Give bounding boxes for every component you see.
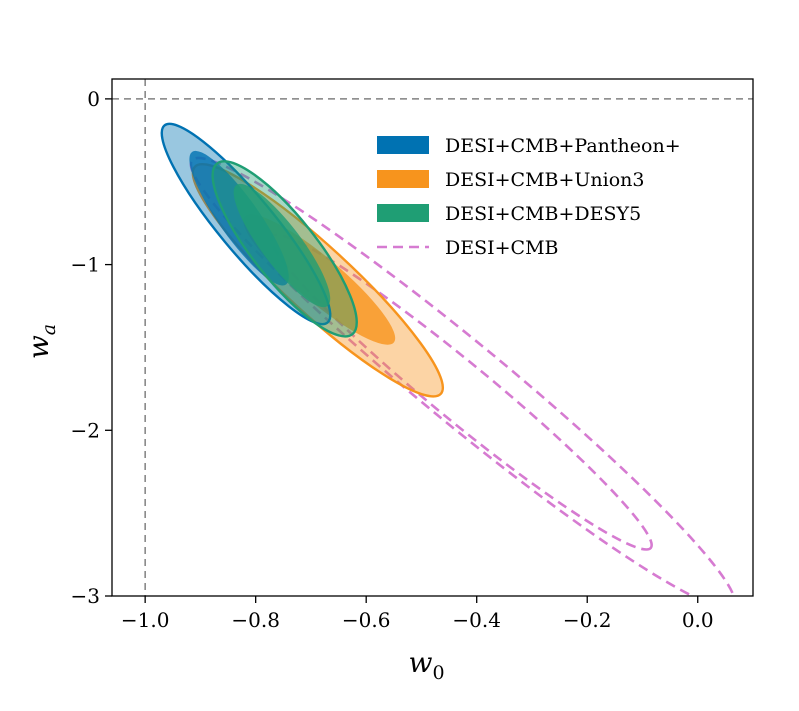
legend-entry: DESI+CMB: [377, 237, 559, 259]
plot-frame: [111, 78, 754, 597]
contour-95-desi-cmb: [189, 156, 737, 596]
legend-label: DESI+CMB+DESY5: [445, 203, 641, 225]
x-tick-label: 0.0: [682, 608, 714, 632]
y-tick-label: −3: [71, 584, 100, 608]
x-tick-label: −0.6: [342, 608, 391, 632]
x-tick-label: −0.2: [563, 608, 612, 632]
legend-label: DESI+CMB+Pantheon+: [445, 135, 681, 157]
x-tick-label: −0.4: [452, 608, 501, 632]
contour-68-desy5: [233, 183, 331, 308]
x-tick-label: −1.0: [121, 608, 170, 632]
legend-label: DESI+CMB+Union3: [445, 169, 645, 191]
x-axis-label: w0: [408, 646, 444, 684]
contour-desy5: [211, 160, 358, 338]
y-axis-label: wa: [22, 324, 60, 359]
contour-layer: [160, 122, 737, 596]
legend-swatch-union3: [377, 170, 429, 188]
legend-swatch-desy5: [377, 204, 429, 222]
legend-label: DESI+CMB: [445, 237, 559, 259]
legend-entry: DESI+CMB+Union3: [377, 169, 645, 191]
y-tick-label: −1: [71, 253, 100, 277]
legend-swatch-pantheon: [377, 136, 429, 154]
axes: −1.0 −0.8 −0.6 −0.4 −0.2 0.0 0 −1 −2 −3: [71, 87, 714, 632]
y-tick-label: −2: [71, 418, 100, 442]
y-tick-label: 0: [87, 87, 100, 111]
legend-entry: DESI+CMB+Pantheon+: [377, 135, 681, 157]
legend-entry: DESI+CMB+DESY5: [377, 203, 641, 225]
legend: DESI+CMB+Pantheon+ DESI+CMB+Union3 DESI+…: [377, 135, 681, 259]
reference-lines: [112, 79, 753, 596]
x-tick-label: −0.8: [231, 608, 280, 632]
